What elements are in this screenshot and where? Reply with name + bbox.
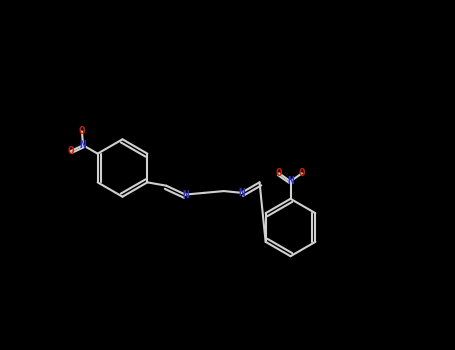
Text: O: O xyxy=(67,146,74,156)
Text: N: N xyxy=(182,190,189,200)
Text: O: O xyxy=(298,168,305,178)
Text: O: O xyxy=(79,126,85,136)
Text: N: N xyxy=(80,140,86,150)
Text: N: N xyxy=(238,188,245,198)
Text: N: N xyxy=(287,176,294,186)
Text: O: O xyxy=(276,168,283,178)
